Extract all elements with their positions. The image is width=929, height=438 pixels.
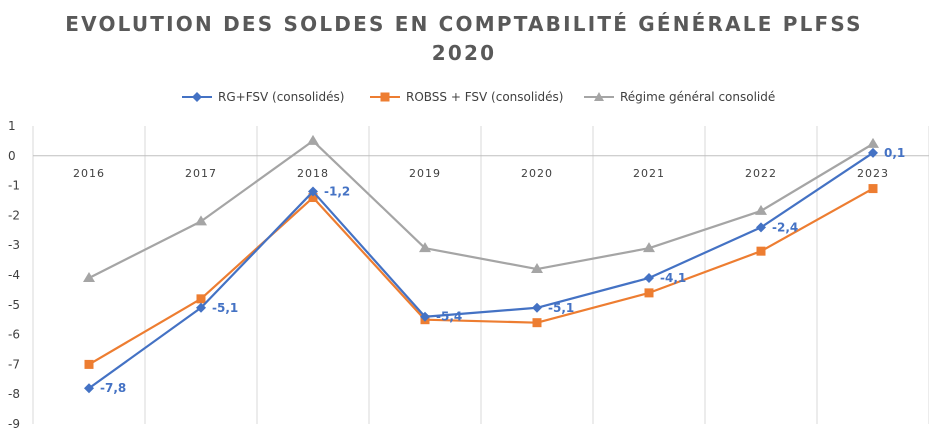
point-diamond	[84, 383, 94, 394]
data-label: -5,4	[436, 310, 462, 324]
data-label: -5,1	[548, 301, 574, 315]
y-tick-label: 0	[8, 149, 16, 163]
chart-title: EVOLUTION DES SOLDES EN COMPTABILITÉ GÉN…	[65, 12, 862, 36]
point-triangle	[419, 242, 431, 253]
legend-label-series-1: ROBSS + FSV (consolidés)	[406, 90, 563, 104]
legend-marker-series-2	[594, 92, 604, 101]
series-line	[88, 187, 874, 366]
series-line	[88, 151, 874, 390]
point-square	[532, 318, 542, 328]
y-tick-label: -1	[8, 179, 20, 193]
y-axis-ticks: 1 0 -1 -2 -3 -4 -5 -6 -7 -8 -9	[8, 119, 20, 431]
data-label: -7,8	[100, 381, 126, 395]
point-triangle	[83, 271, 95, 282]
y-tick-label: -3	[8, 238, 20, 252]
point-triangle	[531, 263, 543, 274]
legend-label-series-2: Régime général consolidé	[620, 90, 775, 104]
point-triangle	[755, 204, 767, 215]
series-line	[88, 139, 874, 279]
y-tick-label: 1	[8, 119, 16, 133]
point-triangle	[195, 215, 207, 226]
series-lines	[83, 134, 879, 394]
data-label: 0,1	[884, 146, 905, 160]
data-label: -2,4	[772, 220, 798, 234]
legend: RG+FSV (consolidés) ROBSS + FSV (consoli…	[182, 90, 775, 104]
y-tick-label: -8	[8, 387, 20, 401]
point-square	[644, 288, 654, 298]
gridlines	[32, 126, 929, 424]
y-tick-label: -6	[8, 328, 20, 342]
x-tick-label: 2016	[73, 167, 105, 180]
x-tick-label: 2021	[633, 167, 665, 180]
legend-item-series-0: RG+FSV (consolidés)	[182, 90, 344, 104]
legend-marker-series-0	[192, 92, 202, 102]
legend-item-series-2: Régime général consolidé	[584, 90, 775, 104]
data-label: -4,1	[660, 271, 686, 285]
x-tick-label: 2019	[409, 167, 441, 180]
x-tick-label: 2020	[521, 167, 553, 180]
point-square	[196, 294, 206, 304]
point-diamond	[196, 302, 206, 313]
chart-subtitle: 2020	[432, 41, 496, 65]
y-tick-label: -2	[8, 208, 20, 222]
data-label: -5,1	[212, 301, 238, 315]
point-square	[868, 184, 878, 194]
point-diamond	[868, 147, 878, 158]
point-diamond	[532, 302, 542, 313]
y-tick-label: -4	[8, 268, 20, 282]
x-tick-label: 2018	[297, 167, 329, 180]
data-label: -1,2	[324, 185, 350, 199]
point-triangle	[867, 137, 879, 148]
legend-item-series-1: ROBSS + FSV (consolidés)	[370, 90, 563, 104]
y-tick-label: -7	[8, 357, 20, 371]
point-square	[756, 246, 766, 256]
y-tick-label: -9	[8, 417, 20, 431]
data-labels: -7,8 -5,1 -1,2 -5,4 -5,1 -4,1 -2,4 0,1	[100, 146, 905, 395]
x-tick-label: 2023	[857, 167, 889, 180]
y-tick-label: -5	[8, 298, 20, 312]
x-tick-label: 2017	[185, 167, 217, 180]
point-triangle	[307, 134, 319, 145]
point-diamond	[420, 311, 430, 322]
point-triangle	[643, 242, 655, 253]
point-diamond	[756, 222, 766, 233]
point-diamond	[308, 186, 318, 197]
point-square	[84, 359, 94, 369]
legend-marker-series-1	[380, 92, 390, 102]
x-tick-label: 2022	[745, 167, 777, 180]
point-diamond	[644, 272, 654, 283]
legend-label-series-0: RG+FSV (consolidés)	[218, 90, 344, 104]
x-axis: 2016 2017 2018 2019 2020 2021 2022 2023	[33, 155, 929, 180]
point-square	[308, 193, 318, 203]
